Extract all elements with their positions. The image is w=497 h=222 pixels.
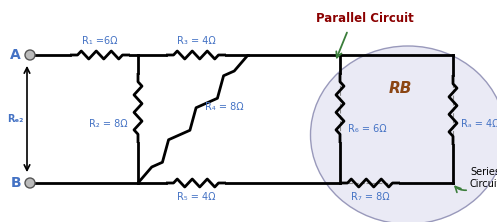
Ellipse shape [311, 46, 497, 222]
Text: A: A [10, 48, 21, 62]
Text: Parallel Circuit: Parallel Circuit [316, 12, 414, 24]
Circle shape [25, 50, 35, 60]
Bar [340, 55, 453, 183]
Circle shape [25, 178, 35, 188]
Text: R₃ = 4Ω: R₃ = 4Ω [176, 36, 215, 46]
Text: RB: RB [388, 81, 412, 95]
Text: R₆ = 6Ω: R₆ = 6Ω [348, 124, 387, 134]
Text: R₇ = 8Ω: R₇ = 8Ω [351, 192, 389, 202]
Text: R₁ =6Ω: R₁ =6Ω [82, 36, 118, 46]
Text: Rₐ = 4Ω: Rₐ = 4Ω [461, 119, 497, 129]
Text: Rₑ₂: Rₑ₂ [7, 114, 23, 124]
Text: R₅ = 4Ω: R₅ = 4Ω [177, 192, 215, 202]
Text: B: B [10, 176, 21, 190]
Text: R₂ = 8Ω: R₂ = 8Ω [88, 119, 127, 129]
Text: R₄ = 8Ω: R₄ = 8Ω [205, 102, 244, 112]
Text: Series
Circuit: Series Circuit [470, 167, 497, 189]
